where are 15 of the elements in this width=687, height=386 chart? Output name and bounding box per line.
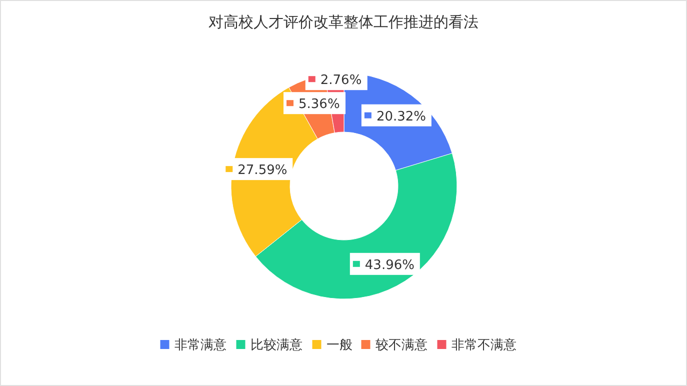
legend-label: 一般 xyxy=(326,338,352,353)
label: 5.36% xyxy=(284,92,346,114)
legend-label: 非常满意 xyxy=(174,338,226,353)
data-label: 43.96% xyxy=(364,258,414,273)
legend-label: 非常不满意 xyxy=(451,338,516,353)
chart-title: 对高校人才评价改革整体工作推进的看法 xyxy=(208,13,478,31)
legend-label: 较不满意 xyxy=(375,338,428,353)
label: 27.59% xyxy=(222,158,293,180)
label: 20.32% xyxy=(361,104,432,126)
label: 43.96% xyxy=(350,252,420,275)
legend-label: 比较满意 xyxy=(250,338,302,353)
data-label: 5.36% xyxy=(298,97,340,112)
data-label: 2.76% xyxy=(320,73,362,88)
data-label: 20.32% xyxy=(376,109,426,124)
data-label: 27.59% xyxy=(238,163,288,178)
